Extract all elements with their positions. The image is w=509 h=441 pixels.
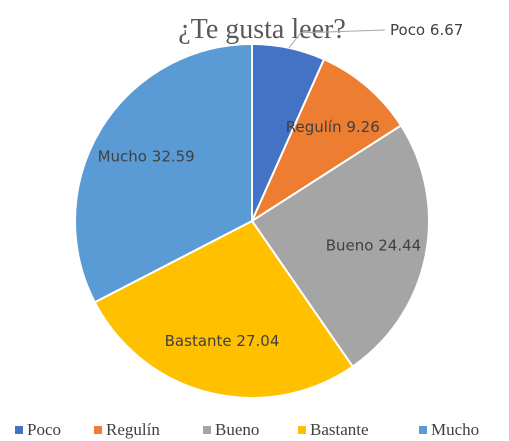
legend-swatch bbox=[298, 426, 306, 434]
data-label-value: 27.04 bbox=[236, 332, 279, 350]
pie-slice bbox=[249, 57, 403, 224]
legend-label: Mucho bbox=[431, 420, 479, 439]
data-label-name: Mucho bbox=[98, 147, 147, 165]
data-label: Poco 6.67 bbox=[390, 21, 463, 39]
data-label-value: 32.59 bbox=[152, 147, 195, 165]
data-label-value: 9.26 bbox=[346, 118, 379, 136]
legend-label: Regulín bbox=[106, 420, 160, 439]
data-label: Regulín 9.26 bbox=[286, 118, 380, 136]
legend-label: Poco bbox=[27, 420, 61, 439]
data-label-name: Poco bbox=[390, 21, 425, 39]
legend-swatch bbox=[94, 426, 102, 434]
leader-line bbox=[288, 29, 386, 49]
pie-slice bbox=[74, 42, 253, 304]
data-label-name: Bueno bbox=[326, 236, 374, 254]
data-label: Bueno 24.44 bbox=[326, 236, 421, 254]
data-label-value: 24.44 bbox=[378, 236, 421, 254]
pie-slice bbox=[250, 124, 430, 368]
chart-title: ¿Te gusta leer? bbox=[178, 14, 346, 45]
legend-swatch bbox=[15, 426, 23, 434]
data-label-name: Regulín bbox=[286, 118, 342, 136]
legend-label: Bastante bbox=[310, 420, 369, 439]
legend-label: Bueno bbox=[215, 420, 259, 439]
data-label-name: Bastante bbox=[165, 332, 232, 350]
data-label: Mucho 32.59 bbox=[98, 147, 195, 165]
legend-swatch bbox=[419, 426, 427, 434]
data-label-value: 6.67 bbox=[430, 21, 463, 39]
legend-swatch bbox=[203, 426, 211, 434]
data-label: Bastante 27.04 bbox=[165, 332, 280, 350]
pie-slice bbox=[93, 219, 355, 399]
